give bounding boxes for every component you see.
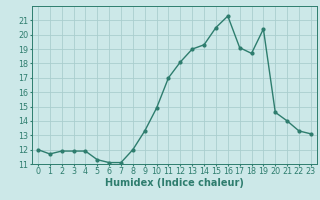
X-axis label: Humidex (Indice chaleur): Humidex (Indice chaleur) (105, 178, 244, 188)
